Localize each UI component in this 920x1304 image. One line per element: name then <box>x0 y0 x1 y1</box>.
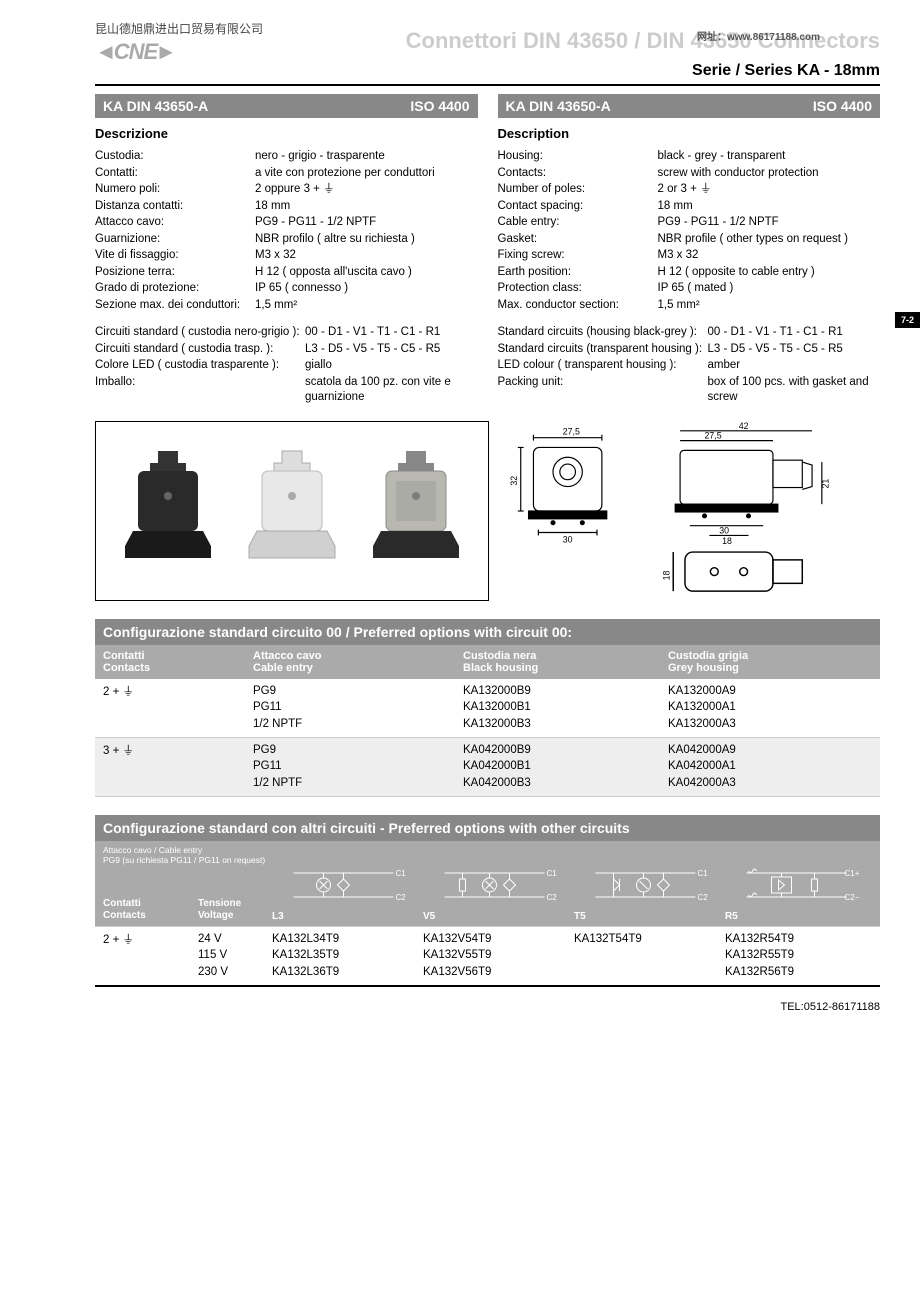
circuit-t5-icon: C1 C2 <box>574 865 717 905</box>
connector-black-icon <box>118 446 218 576</box>
technical-drawing: 27,5 30 32 27,5 42 21 30 <box>509 421 881 601</box>
circuit-v5-icon: C1 C2 <box>423 865 566 905</box>
config2-header: Attacco cavo / Cable entry PG9 (su richi… <box>95 841 880 926</box>
config2-title: Configurazione standard con altri circui… <box>95 815 880 841</box>
svg-text:C2−: C2− <box>845 893 860 902</box>
connector-grey-icon <box>242 446 342 576</box>
column-italian: KA DIN 43650-AISO 4400 Descrizione Custo… <box>95 94 478 407</box>
heading-it: Descrizione <box>95 126 478 141</box>
svg-text:C1: C1 <box>698 869 709 878</box>
config1-title: Configurazione standard circuito 00 / Pr… <box>95 619 880 645</box>
main-title: 网址：www.86171188.com Connettori DIN 43650… <box>95 28 880 54</box>
svg-text:C1: C1 <box>547 869 558 878</box>
svg-text:C2: C2 <box>547 893 558 902</box>
connector-transparent-icon <box>366 446 466 576</box>
svg-text:32: 32 <box>509 475 519 485</box>
table-row: 3 + ⏚ PG9PG111/2 NPTF KA042000B9KA042000… <box>95 738 880 797</box>
specs-it: Custodia:nero - grigio - trasparente Con… <box>95 149 478 313</box>
config-table-other-circuits: Configurazione standard con altri circui… <box>95 815 880 987</box>
svg-text:18: 18 <box>661 570 671 580</box>
page-tab: 7-2 <box>895 312 920 328</box>
svg-text:18: 18 <box>722 536 732 546</box>
svg-text:21: 21 <box>820 478 830 488</box>
svg-text:C1+: C1+ <box>845 869 860 878</box>
column-english: 7-2 KA DIN 43650-AISO 4400 Description H… <box>498 94 881 407</box>
circuits-en: Standard circuits (housing black-grey ):… <box>498 325 881 406</box>
svg-text:C1: C1 <box>396 869 407 878</box>
circuit-r5-icon: C1+ C2− <box>725 865 868 905</box>
section-bar-it: KA DIN 43650-AISO 4400 <box>95 94 478 118</box>
svg-text:27,5: 27,5 <box>704 430 721 440</box>
svg-text:42: 42 <box>738 421 748 431</box>
specs-en: Housing:black - grey - transparent Conta… <box>498 149 881 313</box>
url-label: 网址：www.86171188.com <box>697 28 820 43</box>
heading-en: Description <box>498 126 881 141</box>
circuits-it: Circuiti standard ( custodia nero-grigio… <box>95 325 478 406</box>
table-row: 2 + ⏚ 24 V115 V230 V KA132L34T9KA132L35T… <box>95 926 880 987</box>
svg-text:30: 30 <box>562 534 572 544</box>
config-table-circuit-00: Configurazione standard circuito 00 / Pr… <box>95 619 880 797</box>
svg-text:C2: C2 <box>698 893 709 902</box>
footer-tel: TEL:0512-86171188 <box>95 1001 880 1013</box>
svg-text:30: 30 <box>719 525 729 535</box>
table-row: 2 + ⏚ PG9PG111/2 NPTF KA132000B9KA132000… <box>95 679 880 738</box>
svg-text:C2: C2 <box>396 893 407 902</box>
product-photo-box <box>95 421 489 601</box>
section-bar-en: KA DIN 43650-AISO 4400 <box>498 94 881 118</box>
circuit-l3-icon: C1 C2 <box>272 865 415 905</box>
svg-text:27,5: 27,5 <box>562 426 579 436</box>
config1-headers: ContattiContacts Attacco cavoCable entry… <box>95 645 880 679</box>
